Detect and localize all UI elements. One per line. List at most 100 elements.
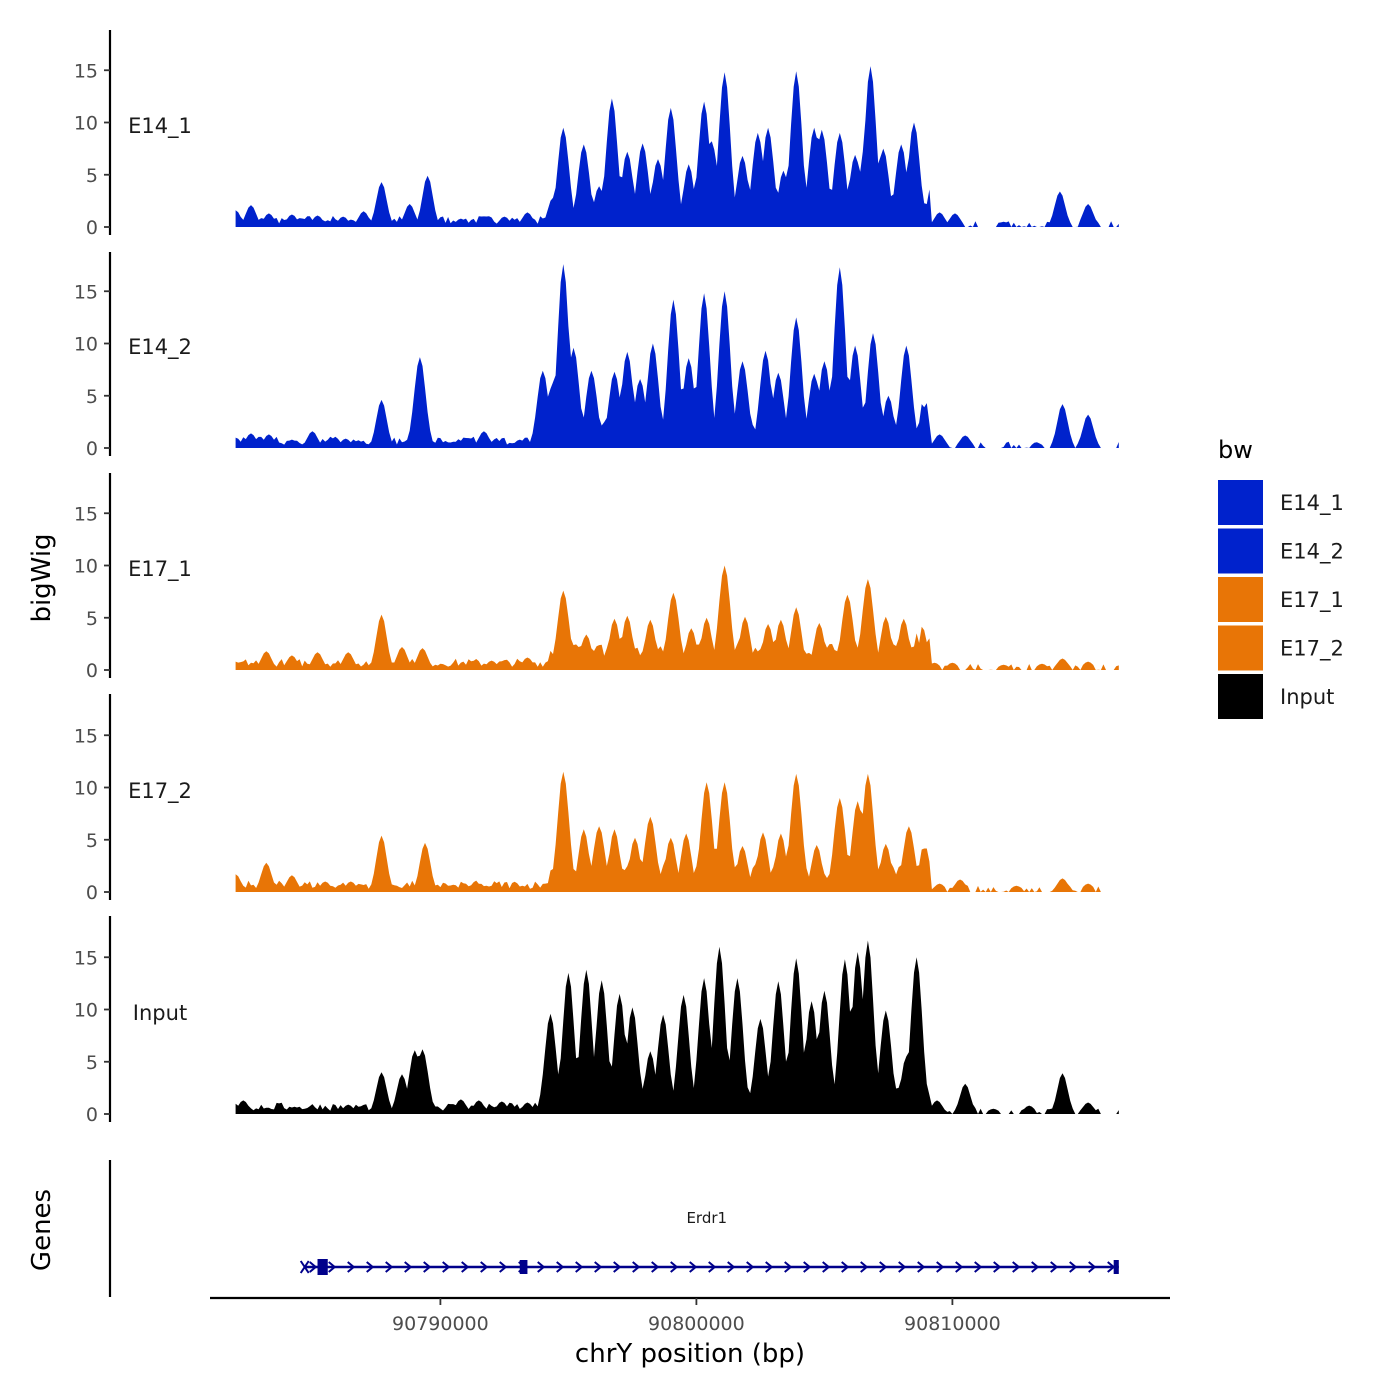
y-tick-label-E17_1-10: 10 (74, 556, 98, 578)
legend-items: E14_1 E14_2 E17_1 E17_2 Input (1218, 480, 1344, 719)
strand-arrow (670, 1261, 679, 1273)
strand-arrow (765, 1261, 774, 1273)
strand-arrow (423, 1261, 432, 1273)
y-tick-label-Input-5: 5 (86, 1052, 98, 1074)
panel-E17_1: 0 5 10 15 E17_1 (74, 473, 1119, 682)
strand-arrow (689, 1261, 698, 1273)
strand-arrow (442, 1261, 451, 1273)
x-axis: 90790000 90800000 90810000 chrY position (… (210, 1296, 1170, 1369)
strand-arrow (746, 1261, 755, 1273)
strand-arrow (1069, 1261, 1078, 1273)
strand-arrow (499, 1261, 508, 1273)
strand-arrow (917, 1261, 926, 1273)
exon-Erdr1-1 (317, 1259, 328, 1275)
area-E14_2 (235, 264, 1119, 448)
strand-arrow (1031, 1261, 1040, 1273)
y-tick-label-Input-0: 0 (86, 1104, 98, 1126)
panel-label-Input: Input (133, 1001, 187, 1025)
y-tick-label-Input-15: 15 (74, 947, 98, 969)
area-Input (235, 940, 1119, 1114)
gene-start-mark (299, 1260, 310, 1274)
gene-glyphs: Erdr1 (299, 1209, 1119, 1275)
y-tick-label-E14_1-5: 5 (86, 165, 98, 187)
panel-E14_2: 0 5 10 15 E14_2 (74, 252, 1119, 460)
strand-arrow (860, 1261, 869, 1273)
legend-title: bw (1218, 436, 1253, 464)
strand-arrow (1012, 1261, 1021, 1273)
strand-arrow (404, 1261, 413, 1273)
y-tick-label-Input-10: 10 (74, 1000, 98, 1022)
strand-arrow (366, 1261, 375, 1273)
x-axis-title: chrY position (bp) (575, 1339, 805, 1369)
strand-arrow (898, 1261, 907, 1273)
strand-arrow (537, 1261, 546, 1273)
strand-arrow (708, 1261, 717, 1273)
strand-arrow (651, 1261, 660, 1273)
strand-arrow (480, 1261, 489, 1273)
y-tick-label-E17_2-5: 5 (86, 830, 98, 852)
gene-track: Genes Erdr1 (27, 1160, 1119, 1297)
strand-arrow (1088, 1261, 1097, 1273)
y-tick-label-E17_2-0: 0 (86, 882, 98, 904)
legend-swatch-E17_2 (1218, 625, 1263, 671)
y-tick-label-E17_2-10: 10 (74, 778, 98, 800)
legend-swatch-E17_1 (1218, 577, 1263, 622)
y-tick-label-E14_1-15: 15 (74, 60, 98, 82)
legend-swatch-E14_1 (1218, 480, 1263, 525)
strand-arrow (385, 1261, 394, 1273)
legend-label-E14_1: E14_1 (1280, 491, 1344, 516)
exon-Erdr1-2 (519, 1260, 528, 1274)
strand-arrow (879, 1261, 888, 1273)
legend-label-E17_2: E17_2 (1280, 637, 1344, 662)
signal-panels: 0 5 10 15 E14_1 0 5 10 15 E14_2 0 5 10 15 E17_1 0 5 10 15 E… (74, 30, 1119, 1126)
strand-arrow (936, 1261, 945, 1273)
panel-E17_2: 0 5 10 15 E17_2 (74, 694, 1119, 904)
y-tick-label-E14_1-0: 0 (86, 217, 98, 239)
legend-label-E14_2: E14_2 (1280, 540, 1344, 565)
y-tick-label-E14_2-0: 0 (86, 438, 98, 460)
strand-arrow (575, 1261, 584, 1273)
genes-axis-title: Genes (27, 1189, 57, 1271)
exon-Erdr1-3 (1113, 1260, 1119, 1274)
strand-arrow (613, 1261, 622, 1273)
strand-arrow (556, 1261, 565, 1273)
strand-arrow (309, 1261, 318, 1273)
legend-label-E17_1: E17_1 (1280, 588, 1344, 613)
strand-arrow (1050, 1261, 1059, 1273)
strand-arrow (803, 1261, 812, 1273)
y-tick-label-E17_1-0: 0 (86, 660, 98, 682)
y-tick-label-E14_2-5: 5 (86, 386, 98, 408)
y-tick-label-E14_1-10: 10 (74, 113, 98, 135)
y-tick-label-E14_2-15: 15 (74, 281, 98, 303)
strand-arrow (784, 1261, 793, 1273)
y-tick-label-E14_2-10: 10 (74, 334, 98, 356)
strand-arrow (594, 1261, 603, 1273)
x-axis-ticks: 90790000 90800000 90810000 (392, 1298, 1001, 1335)
legend: bw E14_1 E14_2 E17_1 E17_2 Input (1218, 436, 1344, 719)
legend-label-Input: Input (1280, 685, 1334, 709)
strand-arrow (632, 1261, 641, 1273)
panel-label-E14_1: E14_1 (128, 114, 192, 139)
panel-E14_1: 0 5 10 15 E14_1 (74, 30, 1119, 239)
strand-arrow (727, 1261, 736, 1273)
panel-Input: 0 5 10 15 Input (74, 916, 1119, 1126)
x-tick-label-90800000: 90800000 (648, 1313, 745, 1335)
strand-arrow (993, 1261, 1002, 1273)
y-tick-label-E17_1-15: 15 (74, 503, 98, 525)
x-tick-label-90790000: 90790000 (392, 1313, 489, 1335)
panel-label-E14_2: E14_2 (128, 335, 192, 360)
strand-arrow (328, 1261, 337, 1273)
y-tick-label-E17_1-5: 5 (86, 608, 98, 630)
legend-swatch-Input (1218, 674, 1263, 719)
gene-name-Erdr1: Erdr1 (686, 1209, 727, 1227)
legend-swatch-E14_2 (1218, 528, 1263, 574)
strand-arrow (955, 1261, 964, 1273)
y-axis-title: bigWig (27, 533, 57, 622)
strand-arrow (841, 1261, 850, 1273)
strand-arrow (461, 1261, 470, 1273)
strand-arrow (822, 1261, 831, 1273)
panel-label-E17_2: E17_2 (128, 779, 192, 804)
panel-label-E17_1: E17_1 (128, 557, 192, 582)
x-tick-label-90810000: 90810000 (904, 1313, 1001, 1335)
